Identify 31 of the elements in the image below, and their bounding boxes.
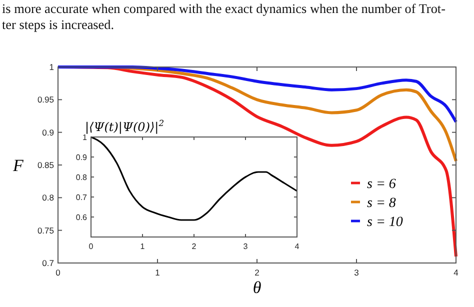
legend-label: s = 10: [367, 215, 403, 230]
y-tick-label: 0.7: [42, 258, 54, 268]
y-tick-label: 1: [82, 132, 88, 142]
text: is more accurate when compared with the exact dynamics when the number of Trot-: [2, 1, 446, 16]
y-tick-label: 0.85: [37, 160, 54, 170]
y-tick-label: 0.9: [76, 152, 88, 162]
y-tick-label: 0.9: [42, 127, 54, 138]
y-tick-label: 1: [49, 62, 54, 72]
x-tick-label: 3: [354, 268, 360, 278]
y-tick-label: 0.8: [76, 172, 88, 182]
y-tick-label: 0.6: [76, 212, 88, 222]
y-axis-title: F: [12, 156, 24, 175]
y-tick-label: 0.75: [37, 225, 54, 236]
legend-label: s = 6: [367, 177, 396, 192]
x-tick-label: 2: [192, 242, 197, 251]
x-tick-label: 1: [155, 268, 160, 278]
y-tick-label: 0.95: [37, 94, 54, 105]
text: ter steps is increased.: [2, 17, 114, 32]
x-tick-label: 2: [254, 268, 260, 278]
x-tick-label: 0: [88, 242, 94, 251]
x-tick-label: 1: [140, 242, 146, 251]
x-tick-label: 3: [243, 242, 248, 251]
x-tick-label: 4: [294, 242, 300, 251]
legend-label: s = 8: [367, 196, 396, 211]
x-tick-label: 0: [56, 268, 61, 278]
y-tick-label: 0.8: [42, 192, 54, 203]
line-series: [90, 136, 298, 221]
y-tick-label: 0.7: [76, 192, 88, 202]
x-axis-title: θ: [252, 278, 262, 297]
x-tick-label: 4: [454, 268, 459, 278]
chart-title: |⟨Ψ(t)|Ψ(0)⟩|$^{2}$: [85, 118, 164, 134]
